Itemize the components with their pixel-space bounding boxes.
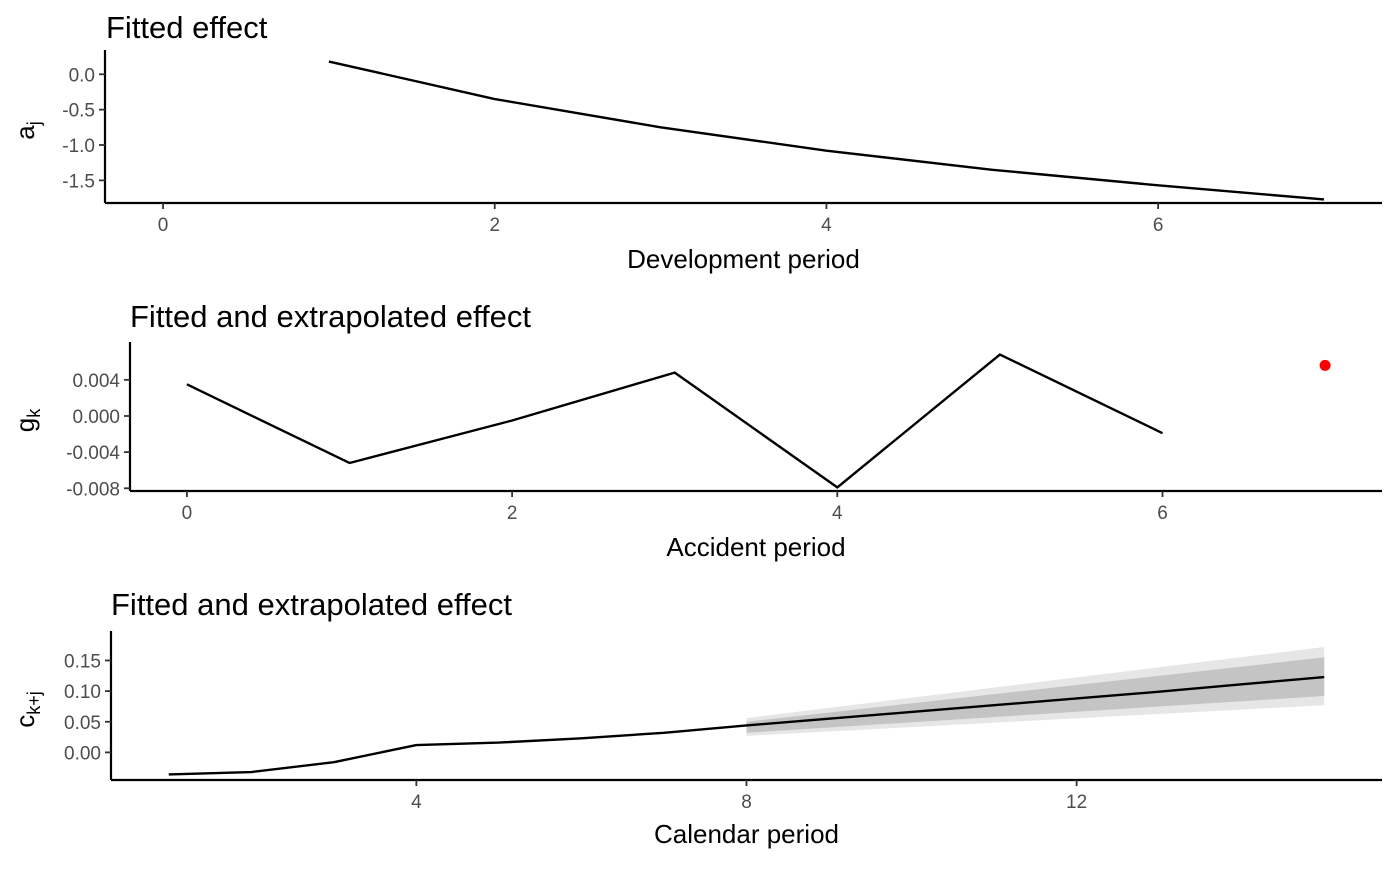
y-tick-label: -0.008	[66, 479, 120, 500]
x-tick-label: 0	[182, 503, 193, 524]
panel-3: Fitted and extrapolated effect 4 8 12 0.15 0.…	[10, 587, 1382, 849]
confidence-band-2	[747, 657, 1325, 732]
x-tick-label: 4	[411, 792, 422, 813]
y-tick-label: -0.004	[66, 443, 120, 464]
x-tick-label: 2	[507, 503, 518, 524]
panel-title: Fitted and extrapolated effect	[130, 299, 531, 334]
y-axis-label-main: a	[10, 125, 40, 140]
series-line	[329, 62, 1324, 200]
y-tick-label: 0.000	[72, 407, 120, 428]
y-tick-label: -1.0	[62, 136, 95, 157]
y-tick-label: 0.10	[64, 682, 101, 703]
extrapolated-point	[1320, 360, 1331, 371]
x-axis-label: Development period	[627, 244, 860, 274]
y-tick-label: 0.004	[72, 371, 120, 392]
x-tick-label: 6	[1157, 503, 1168, 524]
x-tick-label: 8	[741, 792, 752, 813]
y-axis-label-main: g	[10, 418, 40, 432]
x-tick-label: 2	[489, 215, 500, 236]
series-line	[187, 355, 1163, 488]
y-tick-label: 0.0	[69, 65, 95, 86]
panel-2: Fitted and extrapolated effect 0 2 4 6 0.004 0…	[10, 299, 1382, 562]
x-tick-label: 6	[1153, 215, 1164, 236]
y-tick-label: 0.00	[64, 743, 101, 764]
y-axis-label: ck+j	[10, 691, 44, 728]
y-axis-label-subscript: k	[24, 408, 44, 418]
y-axis-label-subscript: k+j	[24, 691, 44, 715]
y-axis-label-main: c	[10, 715, 40, 728]
y-tick-label: -0.5	[62, 101, 95, 122]
y-tick-label: 0.05	[64, 713, 101, 734]
x-tick-label: 4	[832, 503, 843, 524]
x-tick-label: 12	[1066, 792, 1087, 813]
panel-1: Fitted effect 0 2 4 6 0.0 -0.5 -1.0 -1.5 Developm…	[10, 10, 1382, 274]
series-line	[169, 677, 1324, 774]
y-tick-label: 0.15	[64, 651, 101, 672]
y-axis-label: aj	[10, 121, 44, 139]
panel-title: Fitted effect	[106, 10, 268, 45]
panel-title: Fitted and extrapolated effect	[111, 587, 512, 622]
y-tick-label: -1.5	[62, 171, 95, 192]
x-axis-label: Calendar period	[654, 819, 839, 849]
x-tick-label: 0	[158, 215, 169, 236]
x-axis-label: Accident period	[666, 532, 845, 562]
y-axis-label-subscript: j	[24, 121, 44, 126]
y-axis-label: gk	[10, 408, 44, 432]
x-tick-label: 4	[821, 215, 832, 236]
